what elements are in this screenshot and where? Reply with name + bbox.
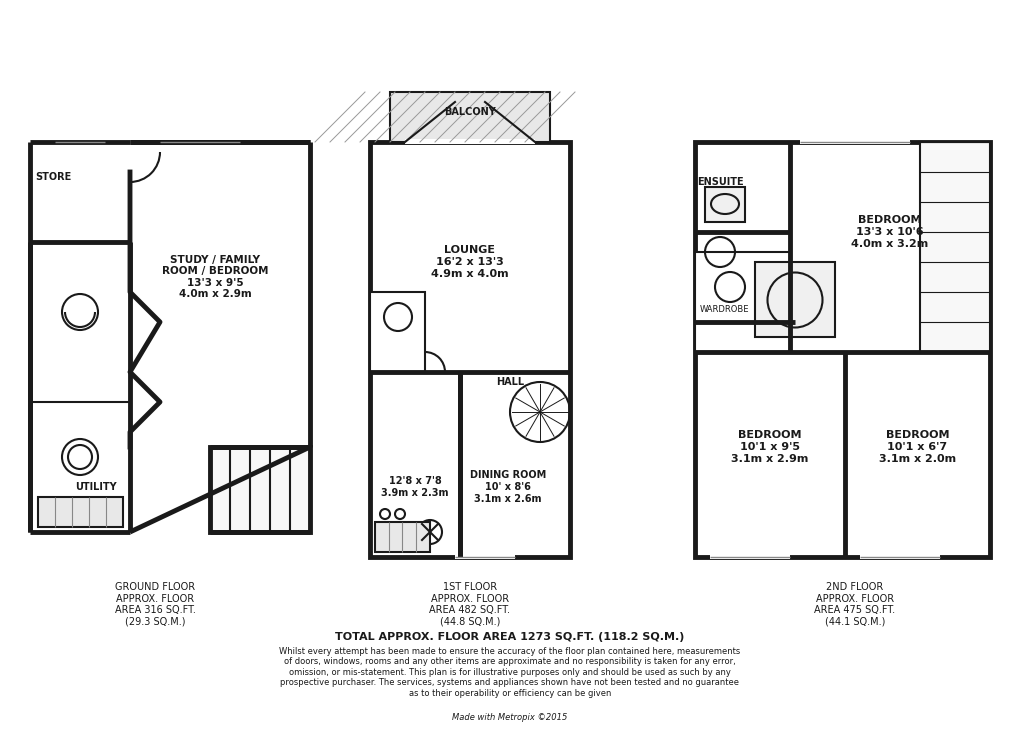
- Bar: [405, 139, 535, 144]
- Text: ENSUITE: ENSUITE: [696, 177, 743, 187]
- Text: Made with Metropix ©2015: Made with Metropix ©2015: [451, 713, 568, 722]
- Text: BEDROOM
10'1 x 6'7
3.1m x 2.0m: BEDROOM 10'1 x 6'7 3.1m x 2.0m: [878, 430, 955, 464]
- Bar: [694, 252, 790, 352]
- Bar: [454, 553, 515, 557]
- Bar: [709, 554, 790, 559]
- Bar: [389, 92, 549, 142]
- Text: HALL: HALL: [495, 377, 524, 387]
- Text: BEDROOM
13'3 x 10'6
4.0m x 3.2m: BEDROOM 13'3 x 10'6 4.0m x 3.2m: [851, 215, 927, 249]
- Bar: [375, 522, 430, 552]
- Text: Whilst every attempt has been made to ensure the accuracy of the floor plan cont: Whilst every attempt has been made to en…: [279, 647, 740, 697]
- Bar: [160, 138, 239, 144]
- Bar: [799, 139, 909, 144]
- Text: GROUND FLOOR
APPROX. FLOOR
AREA 316 SQ.FT.
(29.3 SQ.M.): GROUND FLOOR APPROX. FLOOR AREA 316 SQ.F…: [114, 582, 196, 627]
- Text: STUDY / FAMILY
ROOM / BEDROOM
13'3 x 9'5
4.0m x 2.9m: STUDY / FAMILY ROOM / BEDROOM 13'3 x 9'5…: [162, 255, 268, 300]
- Text: STORE: STORE: [35, 172, 71, 182]
- Text: 12'8 x 7'8
3.9m x 2.3m: 12'8 x 7'8 3.9m x 2.3m: [381, 476, 448, 498]
- Bar: [55, 138, 105, 144]
- Text: UTILITY: UTILITY: [75, 482, 116, 492]
- Bar: [210, 447, 310, 532]
- Text: BEDROOM
10'1 x 9'5
3.1m x 2.9m: BEDROOM 10'1 x 9'5 3.1m x 2.9m: [731, 430, 808, 464]
- Bar: [370, 292, 425, 372]
- Text: 2ND FLOOR
APPROX. FLOOR
AREA 475 SQ.FT.
(44.1 SQ.M.): 2ND FLOOR APPROX. FLOOR AREA 475 SQ.FT. …: [813, 582, 895, 627]
- Bar: [919, 142, 989, 352]
- Bar: [754, 262, 835, 337]
- Bar: [370, 142, 570, 557]
- Bar: [38, 497, 123, 527]
- Bar: [694, 142, 989, 557]
- Text: TOTAL APPROX. FLOOR AREA 1273 SQ.FT. (118.2 SQ.M.): TOTAL APPROX. FLOOR AREA 1273 SQ.FT. (11…: [335, 632, 684, 642]
- Bar: [704, 187, 744, 222]
- Text: LOUNGE
16'2 x 13'3
4.9m x 4.0m: LOUNGE 16'2 x 13'3 4.9m x 4.0m: [431, 246, 508, 278]
- Text: DINING ROOM
10' x 8'6
3.1m x 2.6m: DINING ROOM 10' x 8'6 3.1m x 2.6m: [470, 470, 545, 504]
- Text: 1ST FLOOR
APPROX. FLOOR
AREA 482 SQ.FT.
(44.8 SQ.M.): 1ST FLOOR APPROX. FLOOR AREA 482 SQ.FT. …: [429, 582, 510, 627]
- Bar: [859, 554, 940, 559]
- Text: BALCONY: BALCONY: [443, 107, 495, 117]
- Bar: [454, 553, 515, 559]
- Text: WARDROBE: WARDROBE: [699, 305, 749, 314]
